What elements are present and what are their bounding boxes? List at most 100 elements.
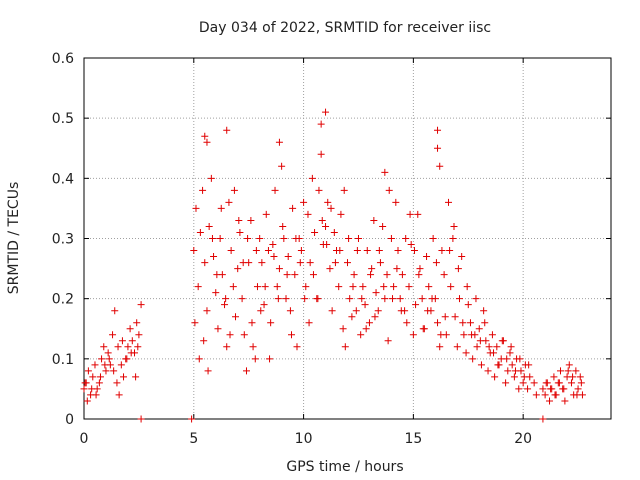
data-point <box>481 319 489 327</box>
data-point <box>201 259 209 267</box>
y-tick-label: 0.2 <box>52 292 74 308</box>
data-point <box>550 373 558 381</box>
data-point <box>510 373 518 381</box>
data-point <box>95 379 103 387</box>
data-point <box>236 228 244 236</box>
data-point <box>253 283 261 291</box>
data-point <box>322 108 330 116</box>
x-axis-label: GPS time / hours <box>286 459 403 475</box>
x-tick-label: 20 <box>514 431 532 447</box>
data-point <box>318 216 326 224</box>
data-point <box>234 265 242 273</box>
data-point <box>368 265 376 273</box>
data-point <box>375 247 383 255</box>
data-point <box>293 343 301 351</box>
data-point <box>402 235 410 242</box>
data-point <box>555 379 563 387</box>
data-point <box>223 126 231 134</box>
data-point <box>251 355 259 363</box>
data-point <box>199 186 207 194</box>
data-point <box>464 301 472 309</box>
data-point <box>239 259 247 267</box>
data-point <box>412 301 420 309</box>
data-point <box>113 379 121 387</box>
data-point <box>192 204 200 212</box>
data-point <box>458 253 466 261</box>
data-point <box>547 385 555 393</box>
data-point <box>195 355 203 363</box>
data-point <box>561 397 569 405</box>
data-point <box>525 361 533 369</box>
data-point <box>267 319 275 327</box>
data-point <box>203 307 211 315</box>
data-point <box>376 259 384 267</box>
data-point <box>282 295 290 303</box>
data-point <box>194 283 202 291</box>
data-point <box>419 325 427 333</box>
data-point <box>532 391 540 399</box>
data-point <box>511 367 519 375</box>
data-point <box>451 313 459 321</box>
data-point <box>217 204 225 212</box>
data-point <box>83 397 91 405</box>
data-point <box>414 210 422 218</box>
data-point <box>304 210 312 218</box>
data-point <box>392 198 400 206</box>
data-point <box>258 259 266 267</box>
data-point <box>328 307 336 315</box>
data-point <box>292 235 300 242</box>
data-point <box>190 247 198 255</box>
data-point <box>214 325 222 333</box>
data-point <box>469 355 477 363</box>
data-point <box>460 331 468 339</box>
data-point <box>440 271 448 279</box>
data-point <box>204 367 212 375</box>
data-point <box>96 373 104 381</box>
x-tick-label: 5 <box>189 431 198 447</box>
data-point <box>455 295 463 303</box>
data-point <box>560 385 568 393</box>
data-point <box>283 271 291 279</box>
data-point <box>348 313 356 321</box>
data-point <box>247 216 255 224</box>
data-point <box>449 235 457 242</box>
axis-ticks: 0 0.1 0.2 0.3 0.4 0.5 0.6 0 5 10 15 20 <box>52 51 611 447</box>
y-tick-label: 0.6 <box>52 51 74 67</box>
data-point <box>428 295 436 303</box>
data-point <box>357 331 365 339</box>
data-point <box>480 307 488 315</box>
data-point <box>381 295 389 303</box>
data-point <box>275 265 283 273</box>
data-point <box>374 307 382 315</box>
data-point <box>488 331 496 339</box>
data-point <box>123 355 131 363</box>
data-point <box>576 373 584 381</box>
data-point <box>491 373 499 381</box>
data-point <box>271 186 279 194</box>
data-point <box>473 343 481 351</box>
x-tick-label: 10 <box>295 431 313 447</box>
data-point <box>416 265 424 273</box>
data-point <box>476 337 484 345</box>
data-point <box>324 198 332 206</box>
data-point <box>415 271 423 279</box>
data-point <box>289 204 297 212</box>
data-point <box>475 325 483 333</box>
data-point <box>301 295 309 303</box>
data-point <box>387 235 395 242</box>
data-point <box>450 222 458 230</box>
data-point <box>541 391 549 399</box>
data-point <box>572 367 580 375</box>
data-point <box>365 319 373 327</box>
data-point <box>221 301 229 309</box>
data-point <box>524 385 532 393</box>
data-point <box>137 415 145 423</box>
data-point <box>472 295 480 303</box>
data-point <box>226 331 234 339</box>
data-point <box>286 307 294 315</box>
data-point <box>447 283 455 291</box>
data-point <box>137 301 145 309</box>
data-point <box>327 204 335 212</box>
data-point <box>326 265 334 273</box>
data-point <box>345 235 353 242</box>
